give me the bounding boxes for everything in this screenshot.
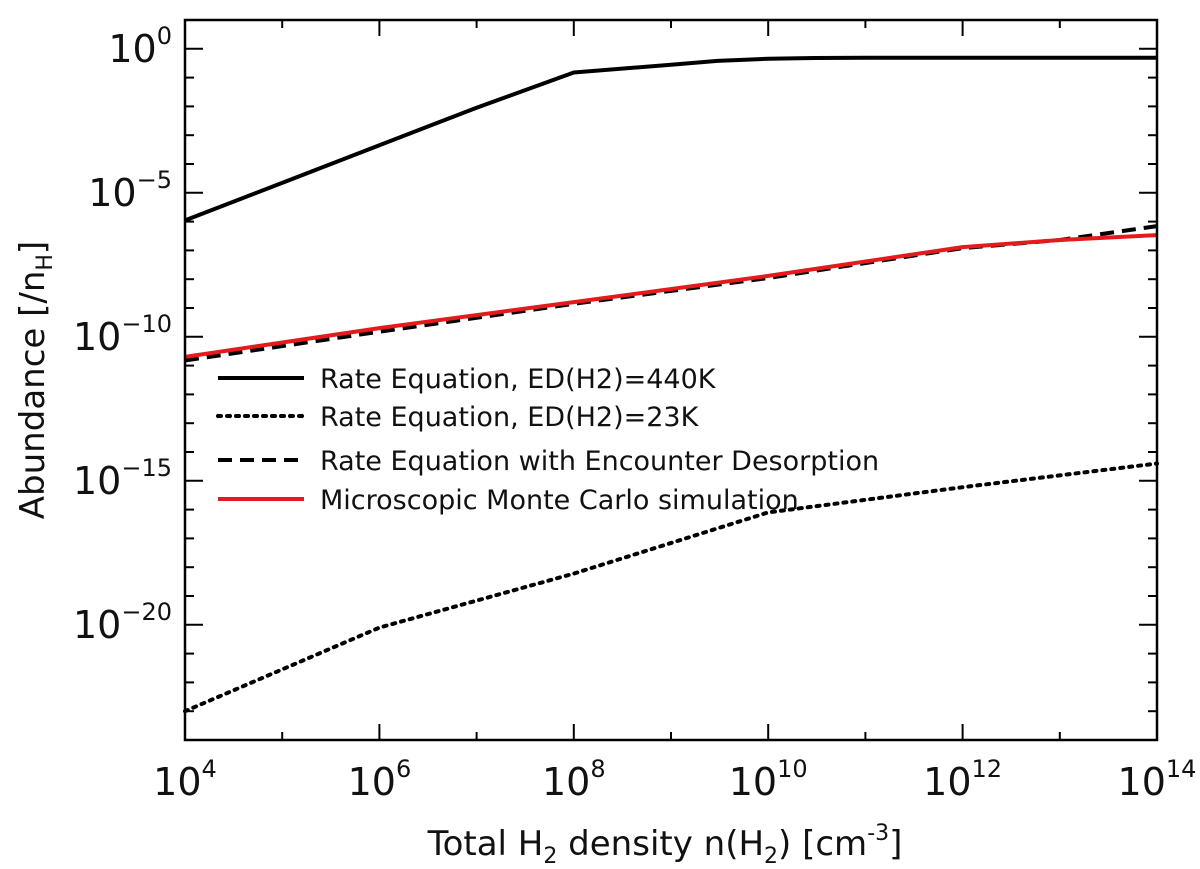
series-line-3 bbox=[184, 224, 1158, 363]
y-axis-title: Abundance [/nH] bbox=[13, 241, 58, 519]
series-line-1 bbox=[184, 55, 1157, 223]
x-tick-label: 108 bbox=[542, 755, 606, 804]
series-line-4 bbox=[184, 233, 1158, 359]
legend-label: Rate Equation with Encounter Desorption bbox=[320, 446, 879, 477]
legend-label: Rate Equation, ED(H2)=440K bbox=[320, 364, 717, 395]
y-tick-label: 100 bbox=[108, 22, 172, 71]
x-tick-label: 1010 bbox=[729, 755, 808, 804]
plot-frame bbox=[183, 18, 1159, 742]
legend-label: Microscopic Monte Carlo simulation bbox=[320, 485, 799, 516]
x-axis-title: Total H2 density n(H2) [cm-3] bbox=[427, 821, 903, 869]
x-tick-label: 104 bbox=[153, 755, 217, 804]
legend-label: Rate Equation, ED(H2)=23K bbox=[320, 402, 700, 433]
y-tick-label: 10−5 bbox=[88, 166, 172, 215]
tick-labels: 104 106 108 1010 1012 1014 100 10−5 10−10 10−15 10… bbox=[73, 22, 1196, 804]
x-tick-label: 1012 bbox=[923, 755, 1002, 804]
series-layer bbox=[183, 55, 1159, 714]
x-tick-label: 1014 bbox=[1118, 755, 1197, 804]
y-tick-label: 10−20 bbox=[73, 598, 172, 647]
y-tick-label: 10−15 bbox=[73, 454, 172, 503]
series-line-2 bbox=[183, 461, 1159, 714]
x-tick-label: 106 bbox=[348, 755, 412, 804]
legend: Rate Equation, ED(H2)=440K Rate Equation,… bbox=[216, 364, 879, 516]
y-tick-label: 10−10 bbox=[73, 310, 172, 359]
